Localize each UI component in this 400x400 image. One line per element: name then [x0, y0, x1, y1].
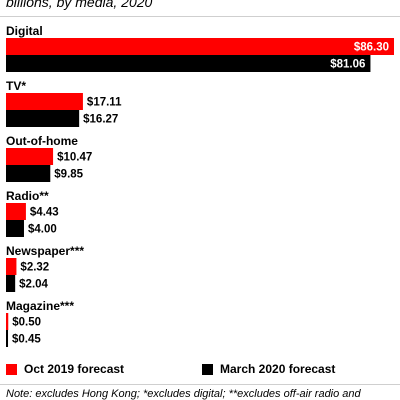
legend: Oct 2019 forecast March 2020 forecast: [0, 362, 400, 378]
category-label-newspaper: Newspaper***: [6, 244, 84, 258]
legend-item-march-2020: March 2020 forecast: [202, 362, 335, 376]
bar-radio-oct-2019: [6, 203, 26, 220]
category-label-radio: Radio**: [6, 189, 49, 203]
bar-digital-oct-2019: [6, 38, 394, 55]
bar-out-of-home-oct-2019: [6, 148, 54, 165]
value-label-digital-oct-2019: $86.30: [354, 42, 389, 54]
value-label-radio-march-2020: $4.00: [28, 224, 57, 236]
bar-newspaper-oct-2019: [6, 258, 17, 275]
value-label-out-of-home-oct-2019: $10.47: [57, 152, 92, 164]
bar-tv-oct-2019: [6, 93, 83, 110]
value-label-magazine-oct-2019: $0.50: [12, 317, 41, 329]
category-label-out-of-home: Out-of-home: [6, 134, 78, 148]
bar-digital-march-2020: [6, 55, 371, 72]
value-label-radio-oct-2019: $4.43: [30, 207, 59, 219]
category-label-tv: TV*: [6, 79, 26, 93]
value-label-newspaper-oct-2019: $2.32: [20, 262, 49, 274]
bar-magazine-march-2020: [6, 330, 9, 347]
footnote: Note: excludes Hong Kong; *excludes digi…: [6, 388, 361, 400]
value-label-tv-oct-2019: $17.11: [87, 97, 122, 109]
value-label-magazine-march-2020: $0.45: [12, 334, 41, 346]
legend-swatch-march-2020: [202, 363, 213, 375]
value-label-digital-march-2020: $81.06: [330, 59, 365, 71]
category-label-digital: Digital: [6, 24, 43, 38]
bar-magazine-oct-2019: [6, 313, 9, 330]
legend-label-march-2020: March 2020 forecast: [220, 362, 336, 376]
top-divider: [0, 16, 400, 17]
bar-newspaper-march-2020: [6, 275, 16, 292]
legend-item-oct-2019: Oct 2019 forecast: [6, 362, 124, 376]
category-label-magazine: Magazine***: [6, 299, 74, 313]
chart-subtitle: billions, by media, 2020: [6, 0, 153, 10]
legend-label-oct-2019: Oct 2019 forecast: [24, 362, 125, 376]
legend-swatch-oct-2019: [6, 363, 17, 375]
value-label-tv-march-2020: $16.27: [83, 114, 118, 126]
bar-out-of-home-march-2020: [6, 165, 51, 182]
bottom-divider: [0, 384, 400, 385]
bar-radio-march-2020: [6, 220, 24, 237]
bar-tv-march-2020: [6, 110, 80, 127]
value-label-out-of-home-march-2020: $9.85: [54, 169, 83, 181]
value-label-newspaper-march-2020: $2.04: [19, 279, 48, 291]
